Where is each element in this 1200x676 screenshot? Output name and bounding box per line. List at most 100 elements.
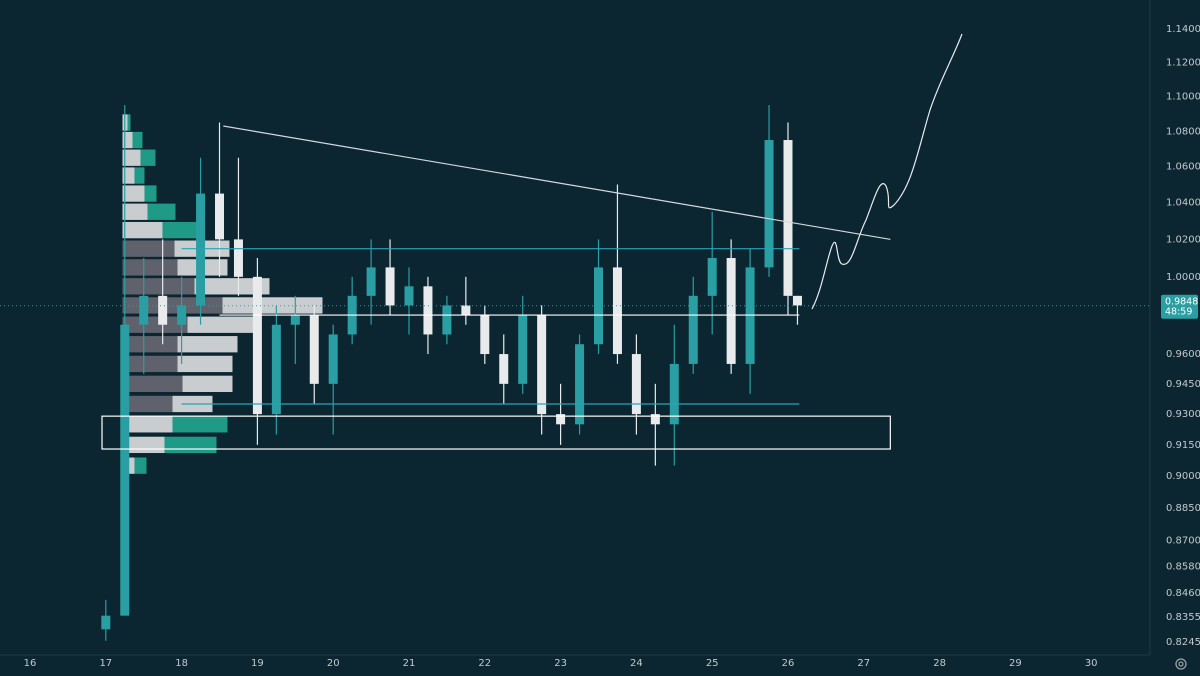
candle-body [328, 334, 338, 384]
profile-bar [177, 336, 238, 353]
y-tick-label: 1.0600 [1166, 162, 1200, 173]
x-tick-label: 29 [1009, 658, 1022, 669]
profile-bar [122, 185, 145, 202]
profile-bar [182, 375, 233, 393]
candle-body [461, 305, 471, 316]
candle-body [537, 315, 547, 415]
y-tick-label: 0.8850 [1166, 503, 1200, 514]
x-tick-label: 23 [554, 658, 567, 669]
profile-bar [122, 131, 133, 149]
x-tick-label: 26 [782, 658, 795, 669]
candle-body [556, 414, 566, 425]
candle-body [158, 295, 168, 325]
profile-bar [187, 316, 258, 333]
profile-bar [162, 221, 198, 239]
candle-body [745, 267, 755, 364]
y-tick-label: 1.0400 [1166, 198, 1200, 209]
profile-bar [164, 436, 217, 454]
y-tick-label: 0.8580 [1166, 562, 1200, 573]
candle-body [177, 305, 187, 325]
settings-icon-ring[interactable] [1175, 658, 1187, 670]
y-tick-label: 1.1400 [1166, 24, 1200, 35]
profile-bar [144, 185, 157, 202]
profile-bar [177, 355, 233, 373]
x-tick-label: 16 [24, 658, 37, 669]
drawings [101, 33, 963, 450]
y-tick-label: 0.8245 [1166, 637, 1200, 648]
profile-bar [132, 131, 143, 149]
profile-bar [122, 395, 173, 413]
candle-body [309, 315, 319, 384]
candle-body [518, 315, 528, 384]
candle-body [233, 239, 243, 277]
y-tick-label: 0.9600 [1166, 349, 1200, 360]
profile-bar [122, 149, 141, 166]
profile-bar [122, 221, 163, 239]
y-tick-label: 1.1200 [1166, 57, 1200, 68]
candle-body [215, 193, 225, 240]
last-price-badge [1161, 294, 1198, 319]
candle-body [139, 295, 149, 325]
candle-body [726, 258, 736, 364]
profile-bar [122, 240, 175, 257]
last-price-label: 0.9848 [1165, 296, 1198, 307]
y-tick-label: 1.0000 [1166, 272, 1200, 283]
y-tick-label: 1.0200 [1166, 234, 1200, 245]
candle-body [101, 615, 111, 630]
drawn-line [223, 125, 891, 240]
candle-body [783, 140, 793, 296]
countdown-label: 48:59 [1165, 306, 1192, 317]
candle-body [271, 324, 281, 415]
y-tick-label: 1.0800 [1166, 126, 1200, 137]
candle-body [442, 305, 452, 335]
y-tick-label: 0.9000 [1166, 471, 1200, 482]
x-tick-label: 19 [251, 658, 264, 669]
candle-body [612, 267, 622, 355]
candle-body [423, 286, 433, 335]
profile-bar [134, 167, 145, 184]
x-tick-label: 20 [327, 658, 340, 669]
profile-bar [122, 167, 135, 184]
profile-bar [147, 203, 176, 220]
candle-body [385, 267, 395, 306]
candle-body [707, 258, 717, 296]
axes: 1.1400 1.1200 1.1000 1.0800 1.0600 1.0400 1.02… [0, 24, 1200, 669]
y-tick-label: 0.8460 [1166, 588, 1200, 599]
x-tick-label: 22 [478, 658, 491, 669]
candles [101, 105, 802, 641]
x-tick-label: 28 [933, 658, 946, 669]
profile-bar [122, 416, 173, 433]
y-tick-label: 1.1000 [1166, 92, 1200, 103]
y-tick-label: 0.8355 [1166, 612, 1200, 623]
x-tick-label: 25 [706, 658, 719, 669]
candle-body [688, 295, 698, 364]
settings-icon-core[interactable] [1178, 661, 1184, 667]
settings-icon[interactable] [1175, 658, 1187, 670]
x-tick-label: 17 [99, 658, 112, 669]
x-tick-label: 24 [630, 658, 643, 669]
candle-body [593, 267, 603, 345]
profile-bar [172, 416, 228, 433]
projection-sketch [811, 33, 963, 310]
profile-bar [122, 278, 195, 295]
candle-body [252, 276, 262, 415]
candle-body [120, 324, 130, 616]
profile-bar [140, 149, 156, 166]
y-tick-label: 0.8700 [1166, 535, 1200, 546]
profile-bar [122, 316, 188, 333]
profile-bar [122, 375, 183, 393]
candle-body [669, 363, 679, 425]
profile-bar [122, 355, 178, 373]
candle-body [792, 295, 802, 306]
profile-bar [194, 278, 270, 295]
candle-body [404, 286, 414, 306]
profile-bar [127, 114, 131, 131]
zone-box [101, 415, 891, 450]
profile-bar [122, 336, 178, 353]
x-tick-label: 27 [857, 658, 870, 669]
y-tick-label: 0.9150 [1166, 440, 1200, 451]
x-tick-label: 21 [403, 658, 416, 669]
candle-body [196, 193, 206, 306]
y-tick-label: 0.9300 [1166, 409, 1200, 420]
